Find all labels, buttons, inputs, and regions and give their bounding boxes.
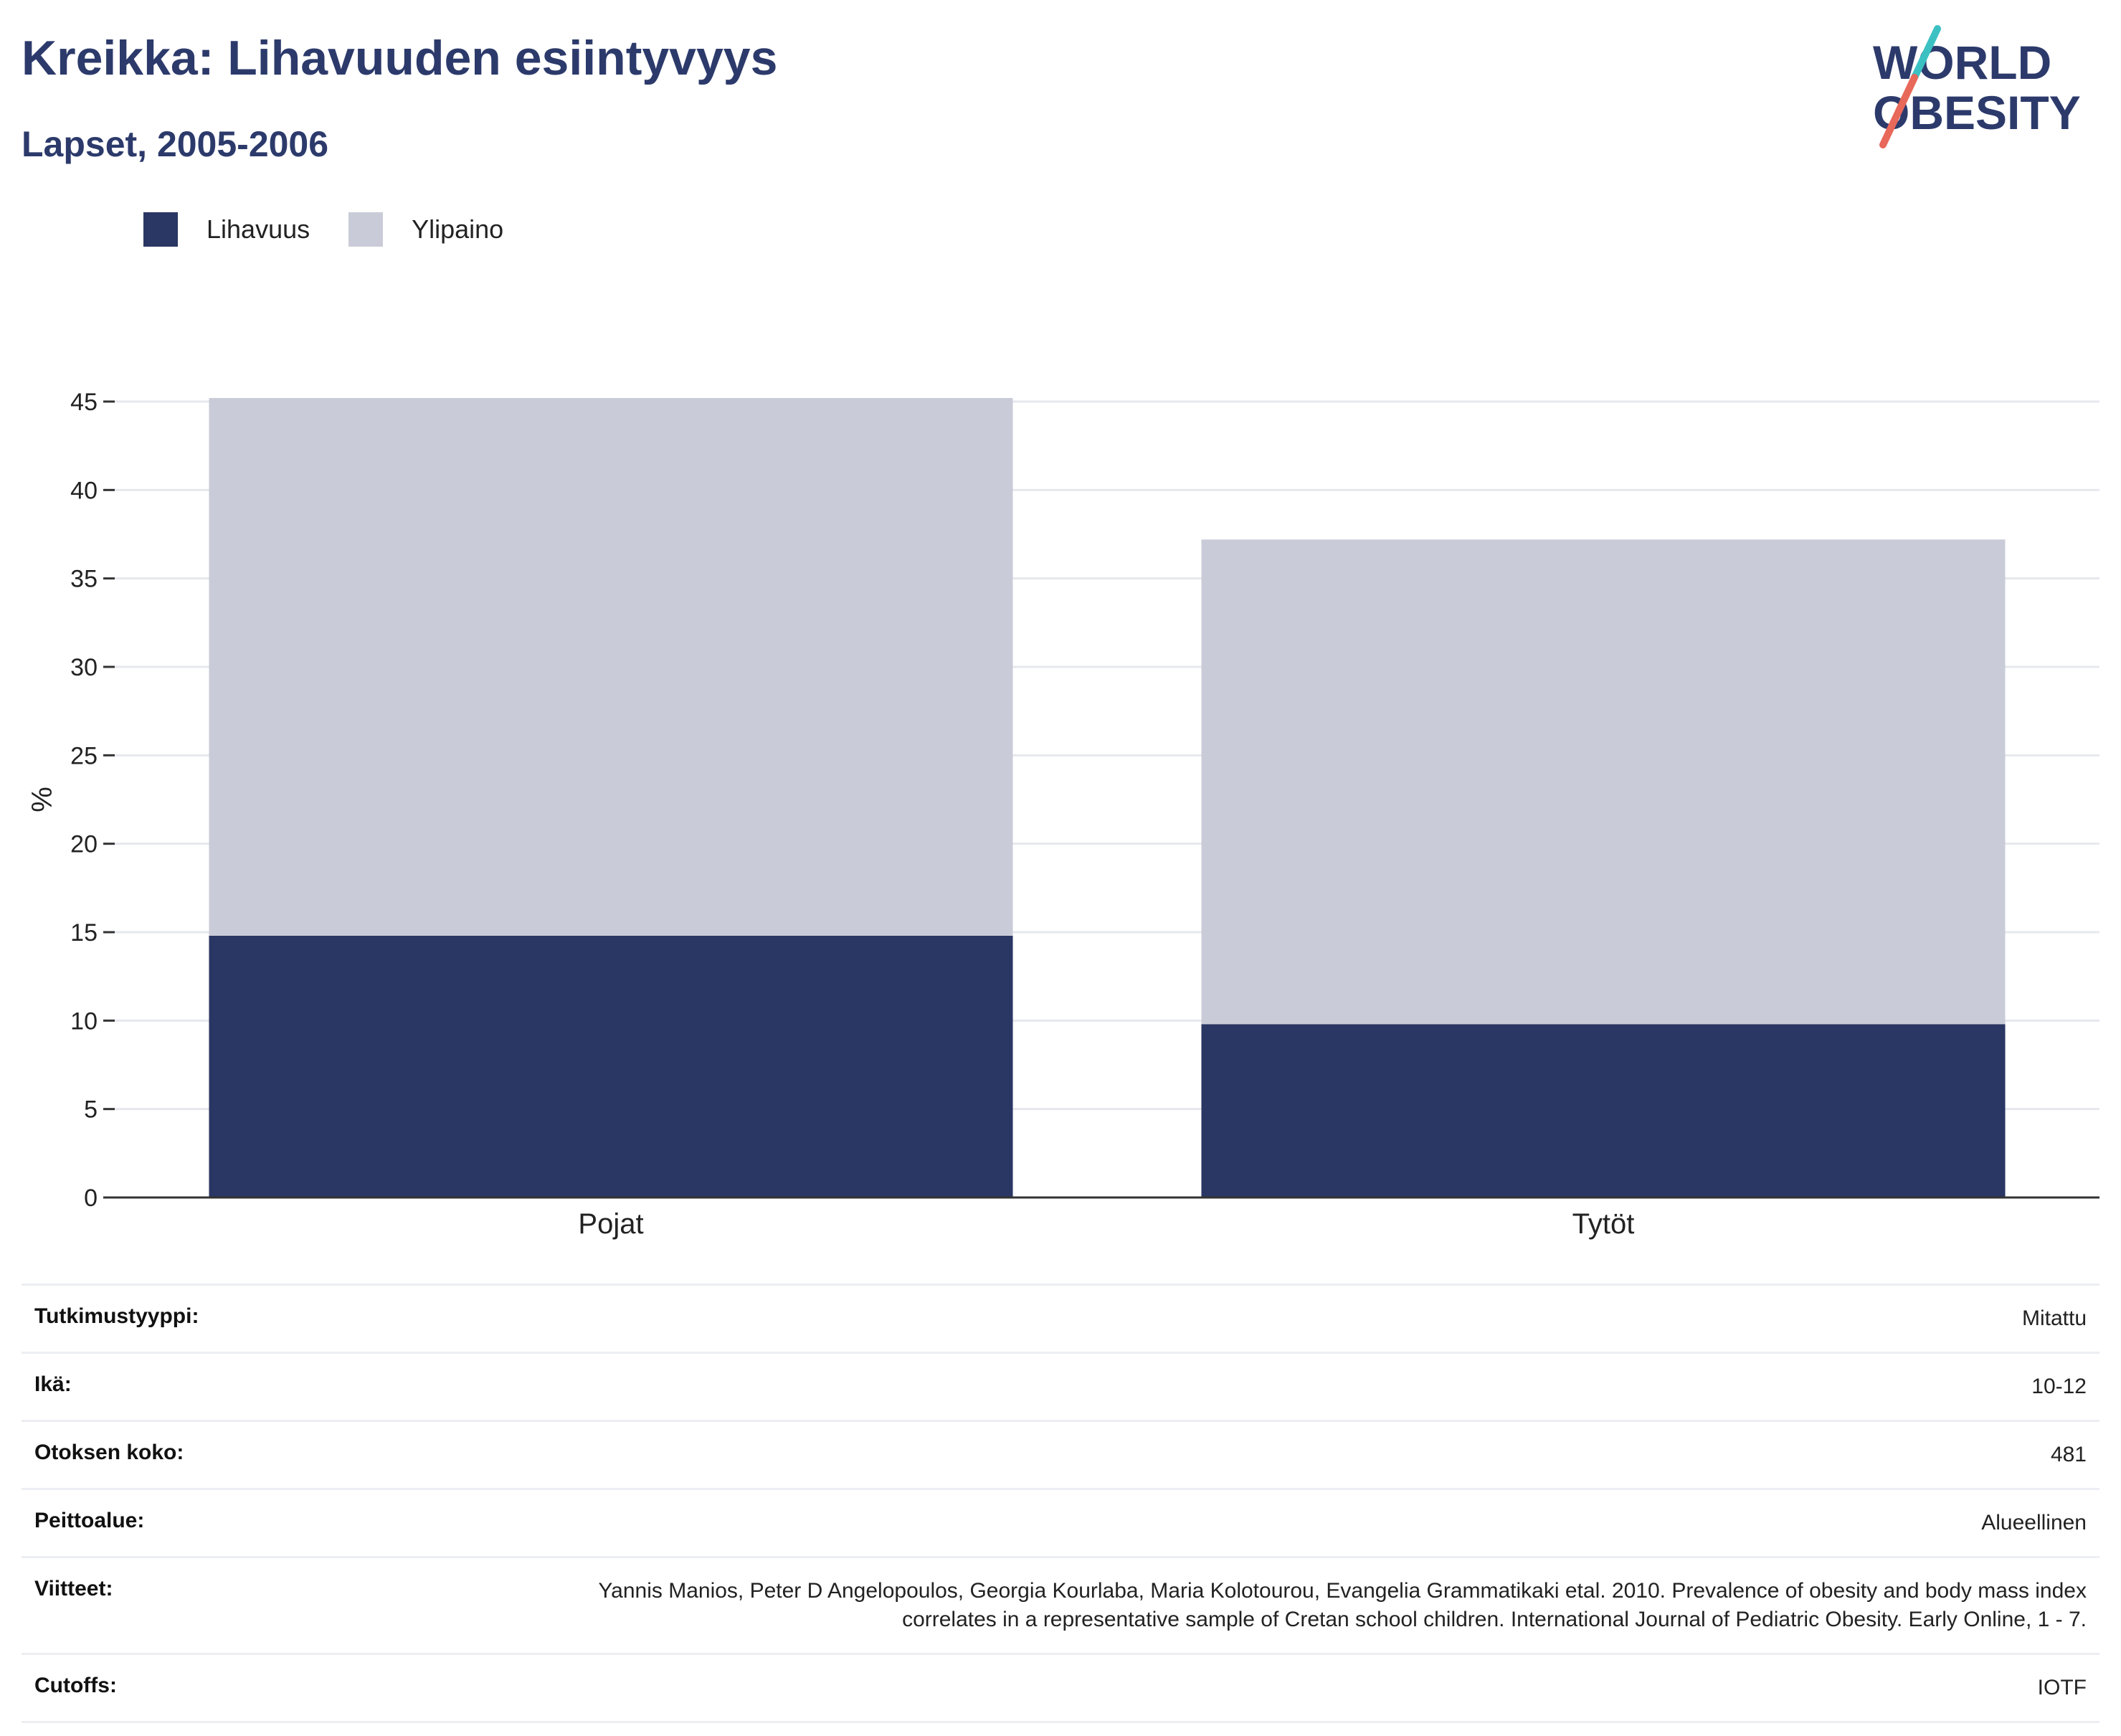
y-axis-label: % bbox=[27, 787, 58, 812]
x-tick-label: Tytöt bbox=[1572, 1208, 1635, 1240]
table-row: Ikä: 10-12 bbox=[22, 1354, 2099, 1422]
legend-swatch-obesity bbox=[143, 212, 178, 247]
table-row: Cutoffs: IOTF bbox=[22, 1655, 2099, 1723]
row-value-references: Yannis Manios, Peter D Angelopoulos, Geo… bbox=[598, 1579, 2087, 1631]
y-tick-label: 25 bbox=[70, 742, 98, 769]
y-tick-label: 40 bbox=[70, 477, 98, 504]
row-value-age: 10-12 bbox=[2031, 1375, 2087, 1398]
row-label-age: Ikä: bbox=[34, 1372, 72, 1396]
legend-swatch-overweight bbox=[348, 212, 384, 247]
legend-item-overweight[interactable]: Ylipaino bbox=[348, 212, 503, 247]
y-tick-label: 35 bbox=[70, 566, 98, 593]
table-row: Peittoalue: Alueellinen bbox=[22, 1490, 2099, 1558]
row-label-sample-size: Otoksen koko: bbox=[34, 1441, 184, 1464]
row-value-cutoffs: IOTF bbox=[2037, 1676, 2087, 1699]
bar-overweight-0 bbox=[209, 398, 1013, 936]
x-tick-label: Pojat bbox=[578, 1208, 643, 1240]
y-tick-label: 45 bbox=[70, 389, 98, 416]
table-row: Viitteet: Yannis Manios, Peter D Angelop… bbox=[22, 1558, 2099, 1655]
row-value-coverage: Alueellinen bbox=[1981, 1511, 2087, 1535]
y-tick-label: 20 bbox=[70, 831, 98, 858]
chart-title: Kreikka: Lihavuuden esiintyvyys bbox=[22, 31, 778, 85]
row-label-study-type: Tutkimustyyppi: bbox=[34, 1304, 199, 1328]
chart-legend: Lihavuus Ylipaino bbox=[143, 212, 542, 247]
logo-slash-coral bbox=[1879, 74, 1918, 148]
row-label-cutoffs: Cutoffs: bbox=[34, 1674, 117, 1697]
bar-overweight-1 bbox=[1201, 539, 2006, 1025]
table-row: Tutkimustyyppi: Mitattu bbox=[22, 1286, 2099, 1354]
stacked-bar-chart: 0 5 10 15 20 25 30 35 40 45% Pojat Tytöt bbox=[27, 389, 2099, 1240]
bar-obesity-0 bbox=[209, 935, 1013, 1197]
row-value-study-type: Mitattu bbox=[2021, 1306, 2087, 1330]
study-details-table: Tutkimustyyppi: Mitattu Ikä: 10-12 Otoks… bbox=[22, 1284, 2099, 1723]
y-tick-label: 5 bbox=[84, 1096, 98, 1124]
legend-label-overweight: Ylipaino bbox=[412, 214, 504, 244]
logo-slash-teal bbox=[1911, 25, 1941, 81]
row-label-coverage: Peittoalue: bbox=[34, 1509, 145, 1532]
y-tick-label: 10 bbox=[70, 1007, 98, 1035]
legend-label-obesity: Lihavuus bbox=[207, 214, 310, 244]
y-tick-label: 0 bbox=[84, 1185, 98, 1212]
world-obesity-logo: WORLD OBESITY bbox=[1873, 25, 2081, 148]
legend-item-obesity[interactable]: Lihavuus bbox=[143, 212, 310, 247]
table-row: Otoksen koko: 481 bbox=[22, 1422, 2099, 1490]
chart-subtitle: Lapset, 2005-2006 bbox=[22, 124, 329, 164]
row-value-sample-size: 481 bbox=[2050, 1443, 2087, 1466]
y-tick-label: 15 bbox=[70, 919, 98, 947]
row-label-references: Viitteet: bbox=[34, 1577, 113, 1600]
logo-text-world: WORLD bbox=[1873, 36, 2051, 89]
y-tick-label: 30 bbox=[70, 654, 98, 681]
bar-obesity-1 bbox=[1201, 1024, 2006, 1197]
